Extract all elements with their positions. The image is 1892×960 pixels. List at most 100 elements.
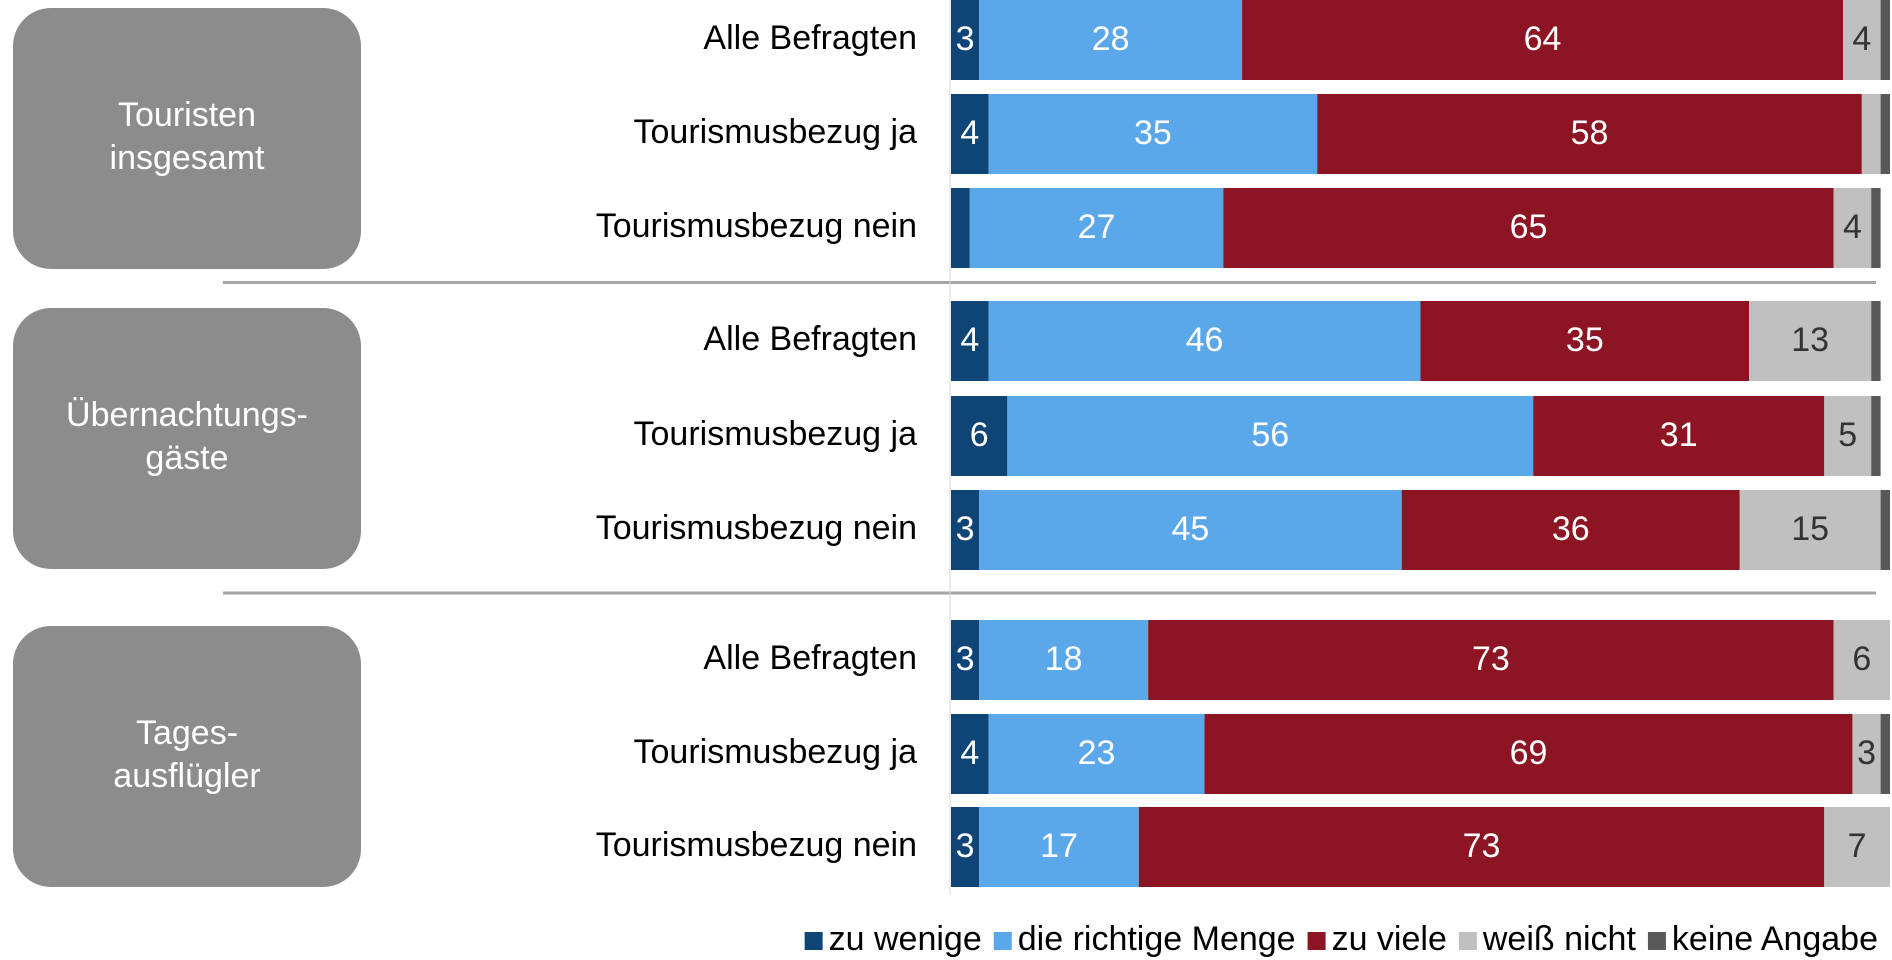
group-box [13,8,361,269]
bar-segment [951,807,980,887]
bar-segment [1861,94,1881,174]
bar-segment [1880,0,1890,80]
group-label: Tages- [136,714,238,752]
legend-swatch [804,932,823,950]
bar-segment [1007,396,1534,476]
bar-segment [1824,396,1872,476]
bar-segment [1871,301,1881,381]
value-label: 58 [1571,114,1609,152]
category-label: Tourismusbezug nein [596,509,917,547]
bar-segment [1880,490,1890,570]
bar-segment [1843,0,1881,80]
bar-segment [988,94,1318,174]
group-box [13,308,361,569]
category-label: Alle Befragten [703,19,917,57]
value-label: 4 [1852,20,1871,58]
bar-segment [951,0,980,80]
bar-segment [951,490,980,570]
bar-segment [951,396,1008,476]
bar-segment [1204,714,1853,794]
value-label: 7 [1848,827,1867,865]
value-label: 3 [956,510,975,548]
legend-swatch [1647,932,1666,950]
bar-segment [1401,490,1740,570]
value-label: 36 [1552,510,1590,548]
value-label: 5 [1838,416,1857,454]
value-label: 35 [1566,321,1604,359]
bar-segment [951,620,980,700]
bar-segment [1739,490,1881,570]
bar-segment [1833,620,1890,700]
legend-label: keine Angabe [1672,920,1878,958]
bar-segment [1242,0,1844,80]
group-label: Übernachtungs- [66,396,308,434]
bar-segment [1420,301,1750,381]
legend-swatch [993,932,1012,950]
legend-swatch [1307,932,1326,950]
group-label: gäste [145,439,228,477]
bar-segment [951,301,989,381]
bar-segment [1749,301,1872,381]
bar-segment [951,714,989,794]
value-label: 4 [960,321,979,359]
category-label: Tourismusbezug nein [596,207,917,245]
value-label: 3 [1857,734,1876,772]
value-label: 28 [1092,20,1130,58]
bar-segment [1223,188,1834,268]
value-label: 6 [970,416,989,454]
bar-segment [988,301,1421,381]
value-label: 17 [1040,827,1078,865]
bar-segment [1833,188,1872,268]
value-label: 73 [1463,827,1501,865]
bar-segment [1533,396,1825,476]
value-label: 3 [956,640,975,678]
group-label: ausflügler [113,757,260,795]
legend-swatch [1458,932,1477,950]
bar-segment [1824,807,1890,887]
bar-segment [1871,188,1881,268]
bar-segment [969,188,1224,268]
value-label: 6 [1852,640,1871,678]
value-label: 69 [1510,734,1548,772]
value-label: 4 [960,114,979,152]
category-label: Tourismusbezug ja [634,733,918,771]
value-label: 65 [1510,208,1548,246]
bar-segment [1852,714,1881,794]
bar-segment [1148,620,1834,700]
legend-label: die richtige Menge [1018,920,1296,958]
bar-segment [951,94,989,174]
bar-segment [988,714,1205,794]
bar-segment [1317,94,1862,174]
bar-segment [1138,807,1825,887]
bar-segment [951,188,970,268]
value-label: 56 [1251,416,1289,454]
value-label: 73 [1472,640,1510,678]
value-label: 4 [960,734,979,772]
bar-segment [979,807,1139,887]
bar-segment [979,620,1149,700]
category-label: Tourismusbezug ja [634,113,918,151]
group-label: insgesamt [110,139,266,177]
value-label: 27 [1078,208,1116,246]
category-label: Tourismusbezug nein [596,826,917,864]
value-label: 3 [956,827,975,865]
value-label: 3 [956,20,975,58]
bar-segment [979,490,1402,570]
value-label: 46 [1186,321,1224,359]
legend-label: zu viele [1332,920,1447,958]
bar-segment [979,0,1243,80]
legend-label: zu wenige [829,920,982,958]
value-label: 45 [1172,510,1210,548]
bar-segment [1871,396,1881,476]
legend-label: weiß nicht [1482,920,1637,958]
value-label: 64 [1524,20,1562,58]
value-label: 23 [1078,734,1116,772]
value-label: 18 [1045,640,1083,678]
value-label: 4 [1843,208,1862,246]
value-label: 35 [1134,114,1172,152]
bar-segment [1880,714,1890,794]
value-label: 15 [1791,510,1829,548]
category-label: Tourismusbezug ja [634,415,918,453]
bar-segment [1880,94,1890,174]
